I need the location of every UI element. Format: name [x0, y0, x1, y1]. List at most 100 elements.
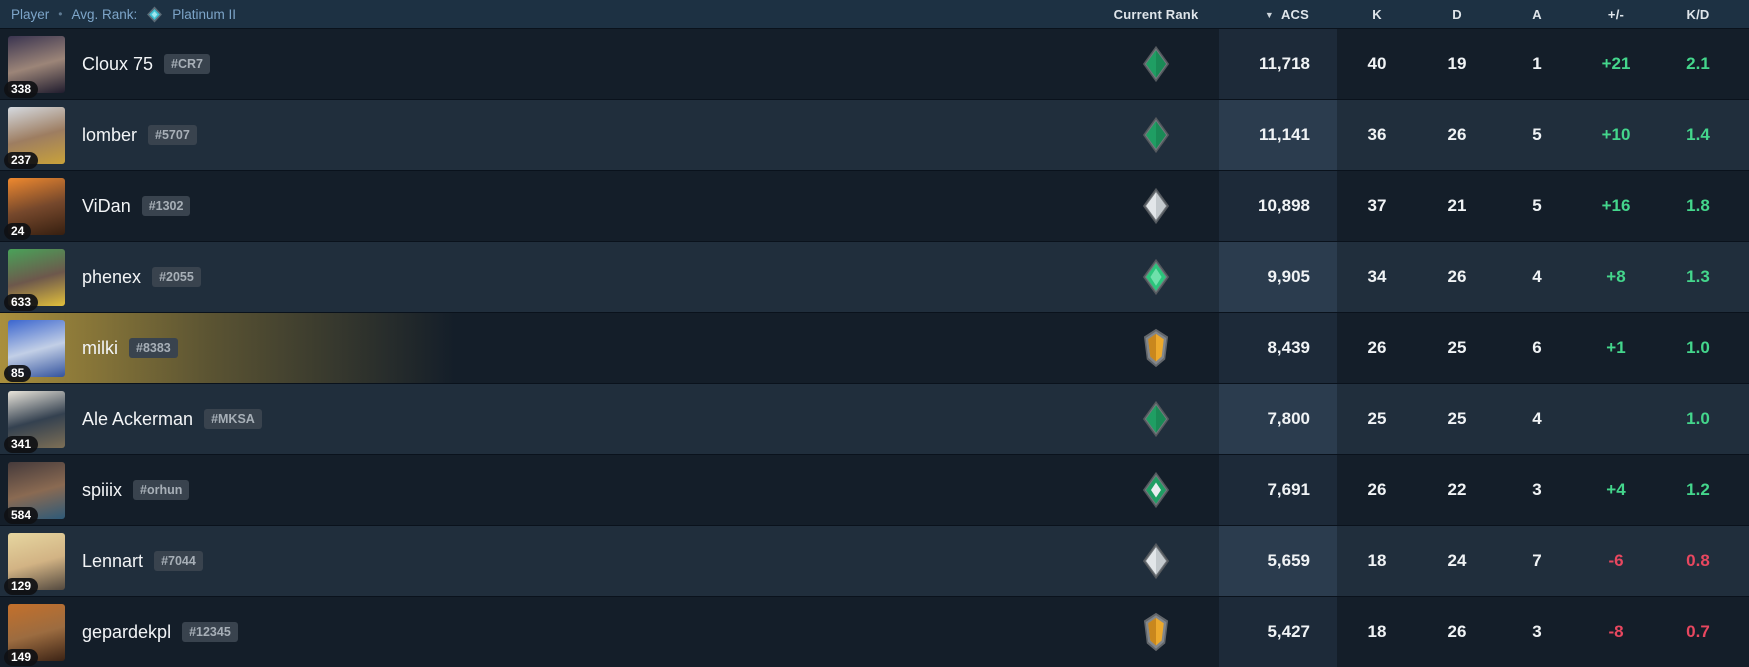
avatar-wrap: 129 [4, 532, 65, 595]
level-badge: 24 [4, 222, 32, 240]
level-badge: 584 [4, 506, 39, 524]
player-row[interactable]: 149 gepardekpl #12345 5,427 18 26 3 -8 0… [0, 596, 1749, 667]
assists-value: 4 [1532, 267, 1542, 286]
rank-icon-green-diamond [1142, 400, 1170, 438]
player-name[interactable]: phenex [82, 266, 142, 287]
assists-value: 5 [1532, 125, 1542, 144]
assists-value: 5 [1532, 196, 1542, 215]
deaths-value: 26 [1447, 267, 1467, 286]
acs-header-label: ACS [1280, 6, 1309, 22]
player-tag: #orhun [133, 480, 190, 500]
column-header-current-rank[interactable]: Current Rank [1113, 6, 1199, 22]
acs-cell: 5,427 [1219, 597, 1337, 667]
kd-value: 1.4 [1686, 125, 1710, 144]
avatar-wrap: 24 [4, 177, 65, 240]
scoreboard-header: Player • Avg. Rank: Platinum II Current … [0, 0, 1749, 28]
player-row[interactable]: 24 ViDan #1302 10,898 37 21 5 +16 1.8 [0, 170, 1749, 241]
kills-value: 25 [1367, 409, 1387, 428]
player-row[interactable]: 341 Ale Ackerman #MKSA 7,800 25 25 4 1.0 [0, 383, 1749, 454]
deaths-value: 21 [1447, 196, 1467, 215]
player-name[interactable]: Ale Ackerman [82, 408, 194, 429]
player-name[interactable]: Cloux 75 [82, 53, 154, 74]
column-header-kills[interactable]: K [1372, 6, 1382, 22]
deaths-value: 26 [1447, 125, 1467, 144]
player-name[interactable]: spiiix [82, 479, 123, 500]
acs-cell: 7,800 [1219, 384, 1337, 454]
kills-value: 40 [1367, 54, 1387, 73]
player-row[interactable]: 633 phenex #2055 9,905 34 26 4 +8 1.3 [0, 241, 1749, 312]
kills-value: 26 [1367, 480, 1387, 499]
avatar-wrap: 341 [4, 390, 65, 453]
player-cell: 633 phenex #2055 [0, 248, 1093, 311]
level-badge: 633 [4, 293, 39, 311]
player-tag: #2055 [152, 267, 201, 287]
kills-value: 36 [1367, 125, 1387, 144]
plus-minus-value: -6 [1608, 551, 1624, 570]
deaths-value: 25 [1447, 338, 1467, 357]
kd-value: 1.8 [1686, 196, 1710, 215]
player-name[interactable]: gepardekpl [82, 621, 172, 642]
player-column-label[interactable]: Player [11, 6, 50, 22]
plus-minus-value: +4 [1606, 480, 1626, 499]
rank-cell [1093, 471, 1219, 509]
rank-cell [1093, 542, 1219, 580]
kills-value: 18 [1367, 551, 1387, 570]
acs-value: 11,718 [1258, 54, 1310, 73]
rank-cell [1093, 328, 1219, 368]
player-row[interactable]: 129 Lennart #7044 5,659 18 24 7 -6 0.8 [0, 525, 1749, 596]
acs-cell: 7,691 [1219, 455, 1337, 525]
kd-value: 0.7 [1686, 622, 1710, 641]
rank-icon-green-diamond [1142, 116, 1170, 154]
rank-cell [1093, 116, 1219, 154]
player-name[interactable]: ViDan [82, 195, 131, 216]
assists-value: 6 [1532, 338, 1542, 357]
kd-value: 2.1 [1686, 54, 1710, 73]
player-tag: #CR7 [164, 54, 211, 74]
avg-rank-value: Platinum II [172, 6, 237, 22]
player-name[interactable]: milki [82, 337, 118, 358]
header-player-group: Player • Avg. Rank: Platinum II [0, 6, 1093, 23]
assists-value: 3 [1532, 480, 1542, 499]
avg-rank-label: Avg. Rank: [71, 6, 138, 22]
player-row[interactable]: 237 lomber #5707 11,141 36 26 5 +10 1.4 [0, 99, 1749, 170]
rank-icon-gold-shield [1143, 612, 1169, 652]
player-cell: 584 spiiix #orhun [0, 461, 1093, 524]
player-tag: #7044 [154, 551, 203, 571]
acs-cell: 5,659 [1219, 526, 1337, 596]
deaths-value: 25 [1447, 409, 1467, 428]
plus-minus-value: +21 [1601, 54, 1631, 73]
player-row[interactable]: 85 milki #8383 8,439 26 25 6 +1 1.0 [0, 312, 1749, 383]
player-row[interactable]: 584 spiiix #orhun 7,691 26 22 3 +4 1.2 [0, 454, 1749, 525]
rank-cell [1093, 45, 1219, 83]
player-name[interactable]: lomber [82, 124, 138, 145]
avatar-wrap: 85 [4, 319, 65, 382]
rank-icon-silver-diamond [1142, 542, 1170, 580]
level-badge: 341 [4, 435, 39, 453]
column-header-plus-minus[interactable]: +/- [1607, 6, 1625, 22]
kd-value: 1.0 [1686, 409, 1710, 428]
acs-value: 5,427 [1267, 622, 1310, 641]
player-tag: #1302 [141, 196, 191, 216]
column-header-acs[interactable]: ▼ ACS [1219, 7, 1337, 22]
rank-cell [1093, 258, 1219, 296]
kd-value: 1.0 [1686, 338, 1710, 357]
kd-value: 0.8 [1686, 551, 1710, 570]
level-badge: 338 [4, 80, 39, 98]
column-header-deaths[interactable]: D [1452, 6, 1462, 22]
rank-icon-silver-diamond [1142, 187, 1170, 225]
deaths-value: 19 [1447, 54, 1467, 73]
kills-value: 34 [1367, 267, 1387, 286]
column-header-kd[interactable]: K/D [1686, 6, 1710, 22]
platinum-rank-icon [146, 6, 163, 23]
rank-icon-gold-shield [1143, 328, 1169, 368]
acs-value: 10,898 [1258, 196, 1310, 215]
plus-minus-value: +10 [1601, 125, 1631, 144]
player-row[interactable]: 338 Cloux 75 #CR7 11,718 40 19 1 +21 2.1 [0, 28, 1749, 99]
separator-dot: • [58, 7, 63, 21]
player-cell: 338 Cloux 75 #CR7 [0, 35, 1093, 98]
rank-icon-green-diamond-core [1142, 471, 1170, 509]
column-header-assists[interactable]: A [1532, 6, 1542, 22]
rank-icon-green-diamond [1142, 45, 1170, 83]
player-name[interactable]: Lennart [82, 550, 144, 571]
sort-descending-icon: ▼ [1264, 10, 1274, 20]
